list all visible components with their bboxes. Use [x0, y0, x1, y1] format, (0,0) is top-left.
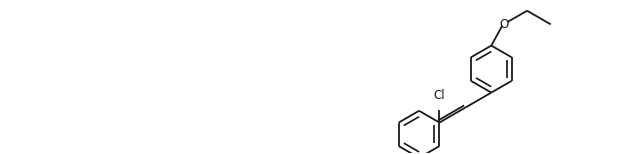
- Text: O: O: [499, 18, 508, 31]
- Text: Cl: Cl: [433, 89, 445, 102]
